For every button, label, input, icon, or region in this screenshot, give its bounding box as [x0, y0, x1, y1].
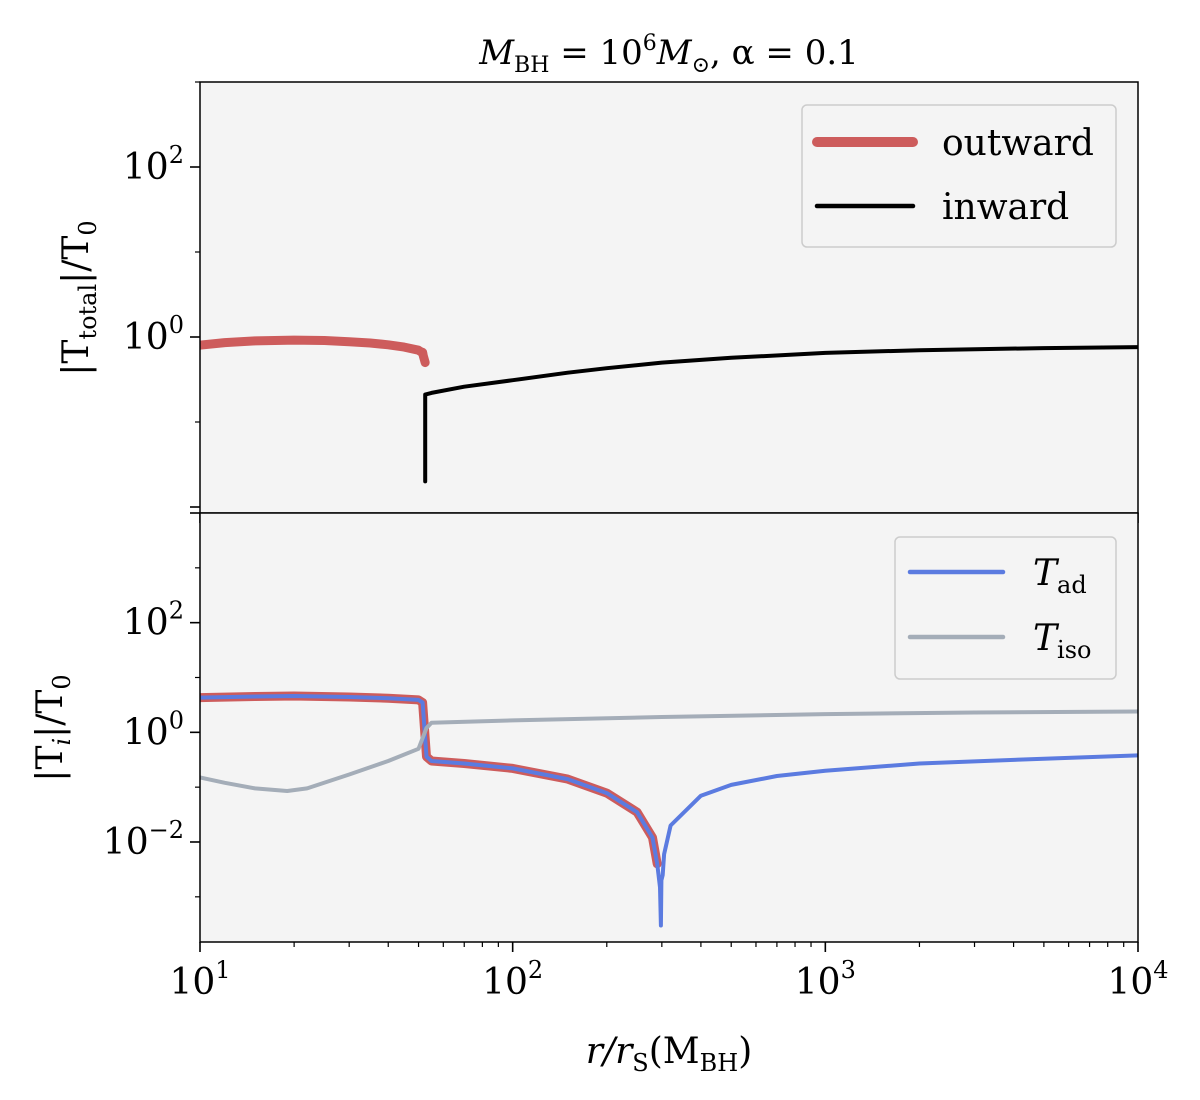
bottom-y-tick-label: 10−2 [103, 816, 184, 863]
bottom-legend: Tad Tiso [894, 536, 1117, 680]
x-axis-label: r/rS(MBH) [586, 1031, 753, 1077]
top-y-tick-label: 100 [123, 311, 184, 358]
bottom-panel: 10−2 100 102 101 102 103 104 |Ti|/T0 r/rS(MBH)… [30, 512, 1169, 1077]
bottom-series-t-iso [200, 709, 1138, 793]
legend-label-t-iso: Tiso [1033, 618, 1091, 664]
bottom-series-t-ad [200, 694, 1138, 928]
bottom-y-tick-label: 102 [123, 597, 184, 644]
bottom-plot-frame [199, 512, 1139, 943]
bottom-x-tick-label: 101 [169, 956, 230, 1003]
bottom-y-tick-label: 100 [123, 706, 184, 753]
bottom-y-axis-label: |Ti|/T0 [30, 674, 76, 781]
bottom-x-tick-label: 102 [482, 956, 543, 1003]
top-y-tick-label: 102 [123, 141, 184, 188]
top-y-axis-label: |Ttotal|/T0 [56, 220, 102, 375]
legend-label-inward: inward [942, 187, 1069, 228]
top-legend: outward inward [801, 104, 1117, 248]
chart-title: MBH = 106M⊙, α = 0.1 [478, 31, 859, 78]
top-series-inward [423, 345, 1138, 484]
top-series-outward [200, 335, 428, 358]
bottom-x-tick-label: 104 [1107, 956, 1168, 1003]
legend-label-outward: outward [942, 123, 1094, 164]
top-series-outward-drop [418, 347, 430, 368]
legend-label-t-ad: Tad [1033, 553, 1087, 599]
top-panel: 100 102 |Ttotal|/T0 outward inward [56, 81, 1139, 523]
bottom-x-tick-label: 103 [795, 956, 856, 1003]
